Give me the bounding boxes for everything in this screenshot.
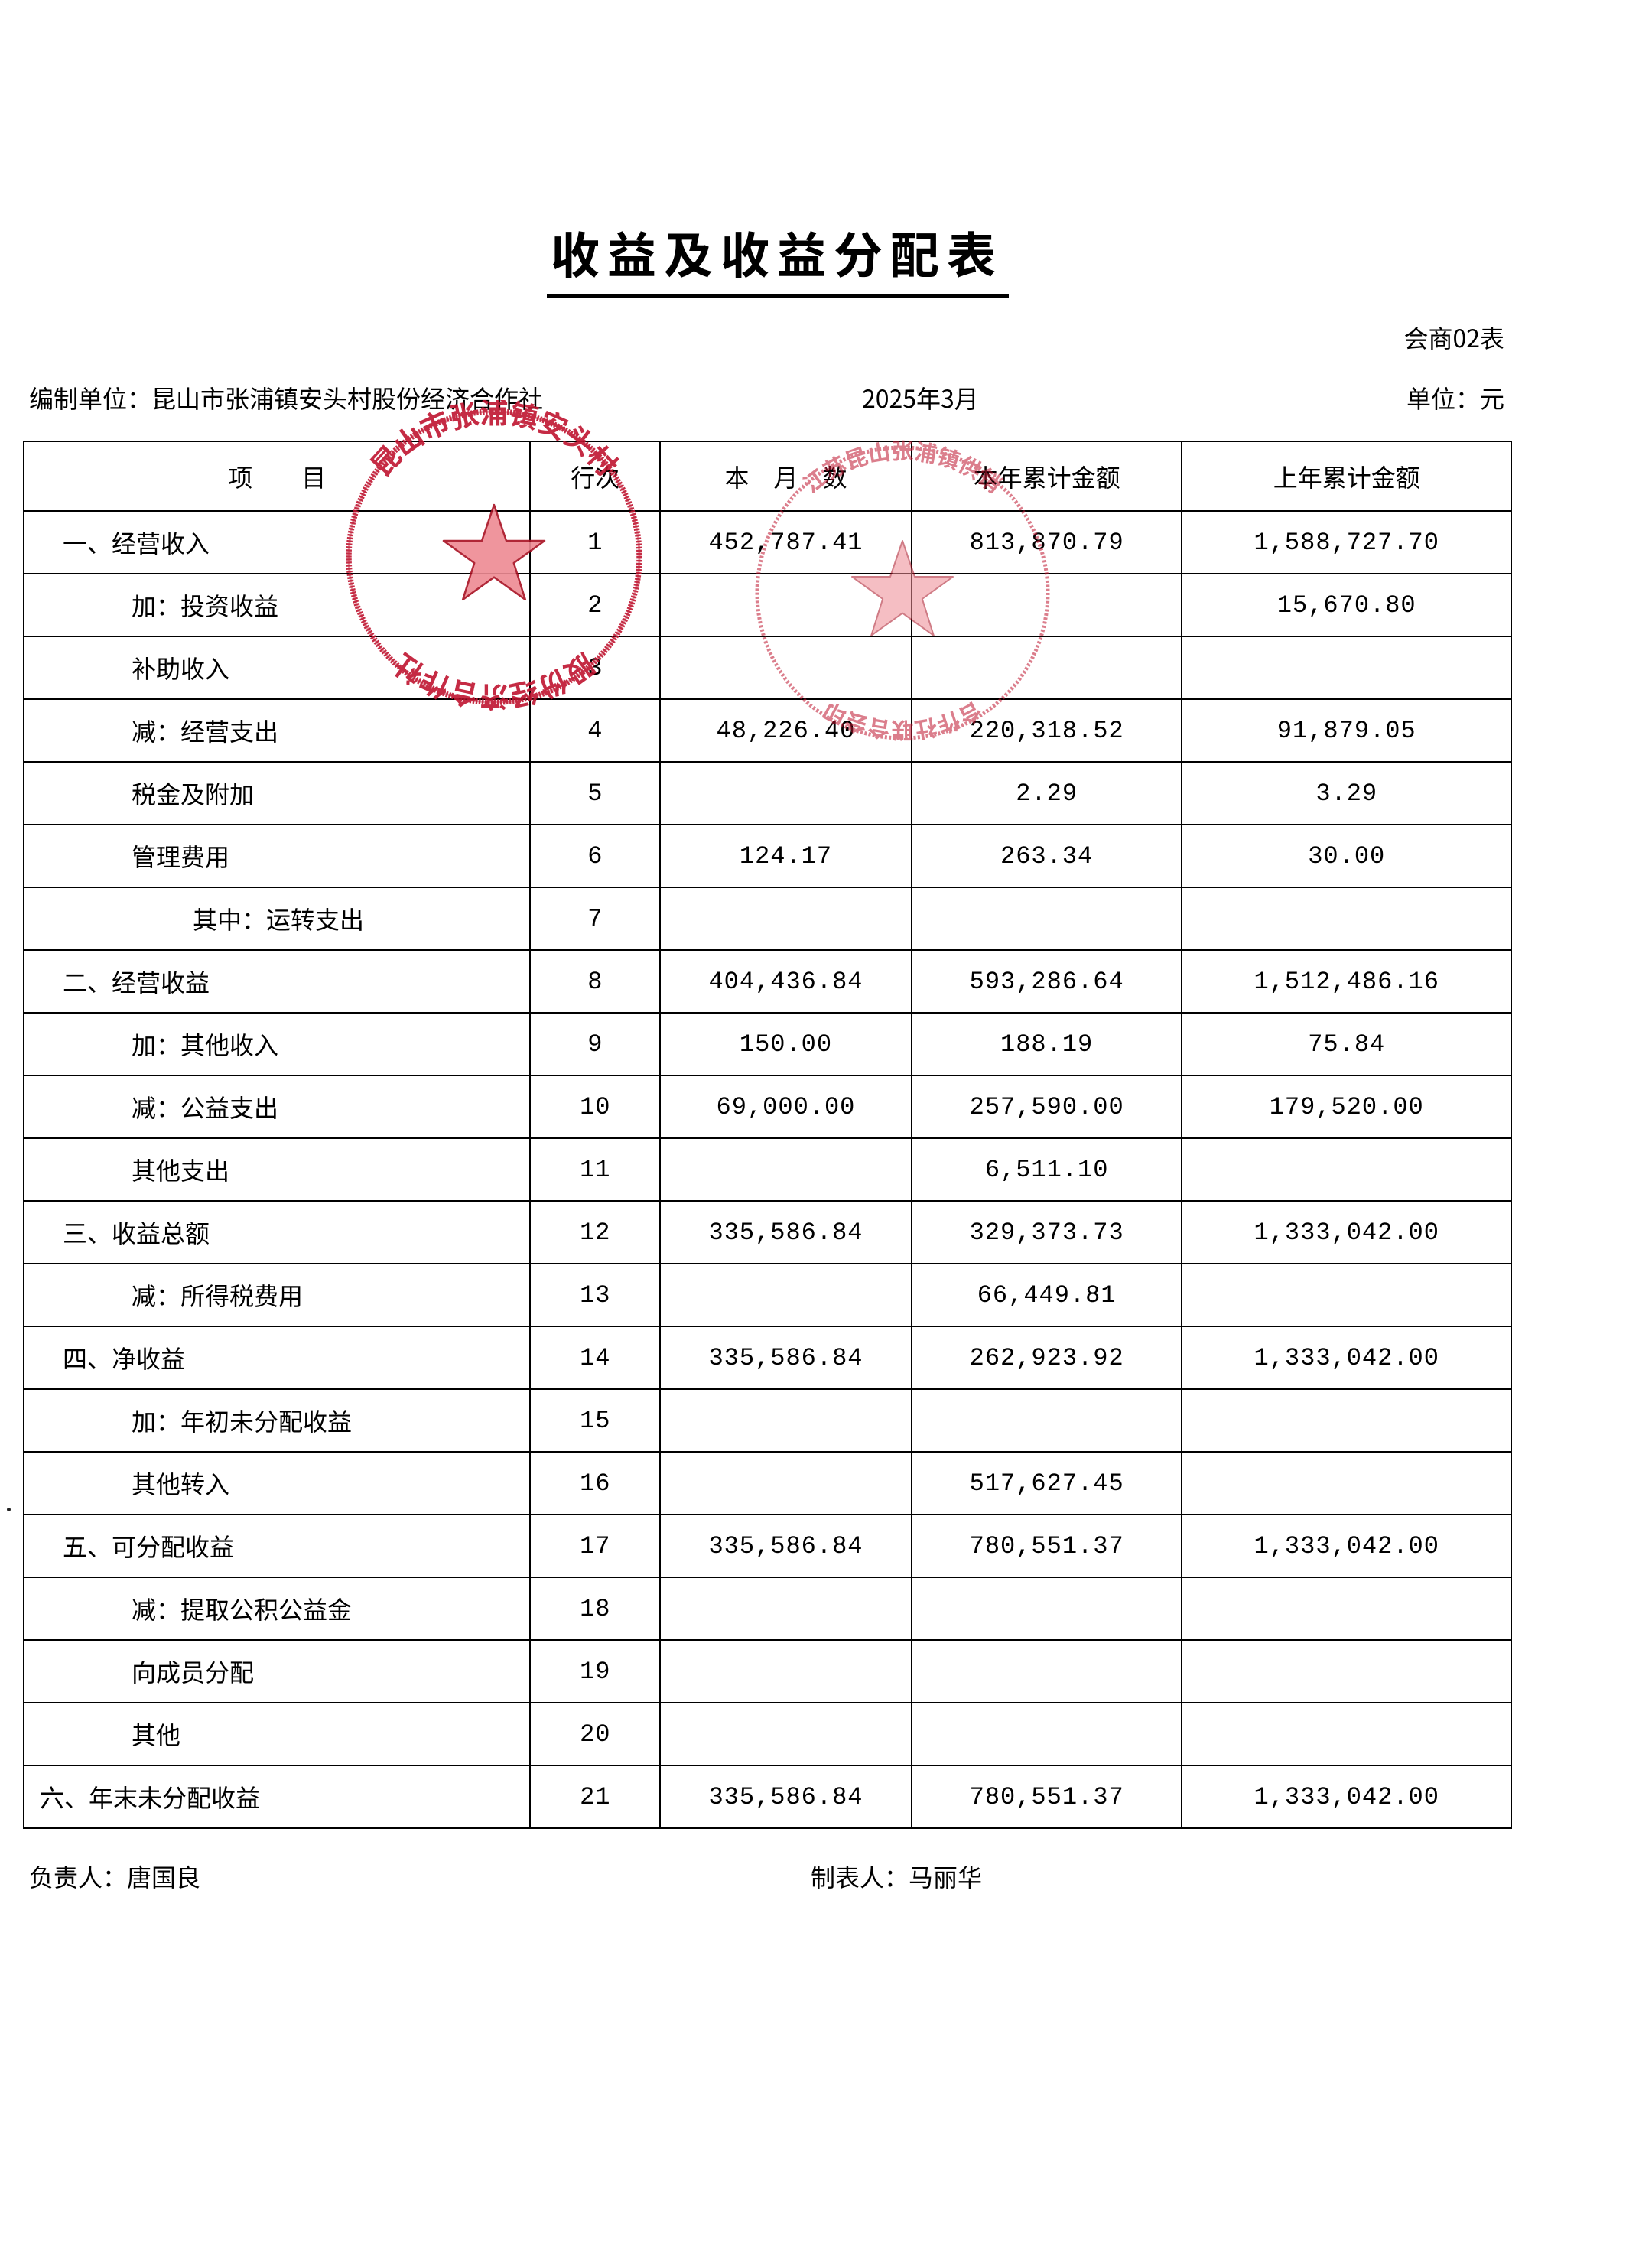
- svg-text:股份经济合作社: 股份经济合作社: [384, 646, 604, 714]
- svg-text:江苏昆山张浦镇供销: 江苏昆山张浦镇供销: [795, 436, 1009, 499]
- svg-text:合作社联合会印: 合作社联合会印: [817, 695, 988, 748]
- svg-text:昆山市张浦镇安头村: 昆山市张浦镇安头村: [359, 400, 628, 484]
